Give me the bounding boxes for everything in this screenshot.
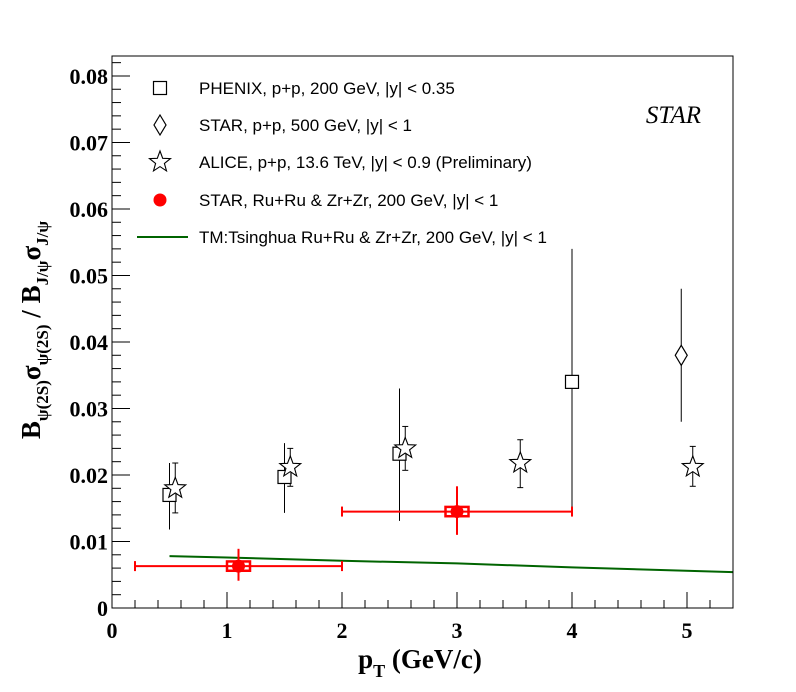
y-tick-label: 0.01 [70, 529, 109, 554]
legend-marker [153, 193, 167, 207]
data-point [508, 450, 533, 474]
x-tick-label: 4 [567, 618, 578, 643]
legend-entry: TM:Tsinghua Ru+Ru & Zr+Zr, 200 GeV, |y| … [199, 228, 547, 247]
error-bar-layer [134, 248, 696, 581]
x-tick-label: 5 [682, 618, 693, 643]
y-tick-label: 0 [97, 596, 108, 621]
data-point [564, 374, 580, 389]
data-point [232, 559, 245, 573]
legend-marker [152, 80, 168, 96]
legend-entry: STAR, p+p, 500 GeV, |y| < 1 [199, 116, 412, 135]
data-point [680, 454, 705, 478]
y-tick-label: 0.03 [70, 396, 109, 421]
legend-marker [147, 149, 173, 173]
data-point [393, 435, 418, 459]
legend-entry: STAR, Ru+Ru & Zr+Zr, 200 GeV, |y| < 1 [199, 191, 498, 210]
y-tick-label: 0.08 [70, 64, 109, 89]
y-axis-label: Bψ(2S)σψ(2S) / BJ/ψσJ/ψ [16, 221, 52, 440]
y-axis-title: Bψ(2S)σψ(2S) / BJ/ψσJ/ψ [16, 221, 52, 440]
data-point [278, 454, 303, 478]
y-tick-label: 0.02 [70, 463, 109, 488]
model-curve-layer [169, 555, 734, 574]
experiment-label: STAR [646, 102, 701, 129]
x-tick-label: 0 [107, 618, 118, 643]
x-tick-label: 1 [222, 618, 233, 643]
model-curve [169, 555, 734, 574]
marker-layer [162, 344, 705, 573]
x-axis-title: pT (GeV/c) [358, 644, 482, 681]
y-tick-label: 0.04 [70, 330, 109, 355]
x-tick-label: 2 [337, 618, 348, 643]
plot-frame-border [111, 55, 734, 609]
x-tick-label: 3 [452, 618, 463, 643]
legend: PHENIX, p+p, 200 GeV, |y| < 0.35 STAR, p+… [137, 79, 547, 247]
data-point [674, 344, 688, 367]
data-point [450, 505, 464, 519]
plot-frame [111, 55, 734, 609]
y-tick-label: 0.07 [70, 130, 109, 155]
legend-marker [153, 113, 167, 137]
y-tick-label: 0.06 [70, 197, 109, 222]
y-tick-label: 0.05 [70, 263, 109, 288]
x-axis-label: pT (GeV/c) [358, 644, 482, 681]
legend-entry: ALICE, p+p, 13.6 TeV, |y| < 0.9 (Prelimi… [199, 153, 532, 172]
data-point [163, 475, 188, 499]
legend-entry: PHENIX, p+p, 200 GeV, |y| < 0.35 [199, 79, 455, 98]
axes: 0 1 2 3 4 5 0 0.01 0.02 0.03 0.04 0.05 0.06 0.07 0.08 [70, 62, 734, 643]
